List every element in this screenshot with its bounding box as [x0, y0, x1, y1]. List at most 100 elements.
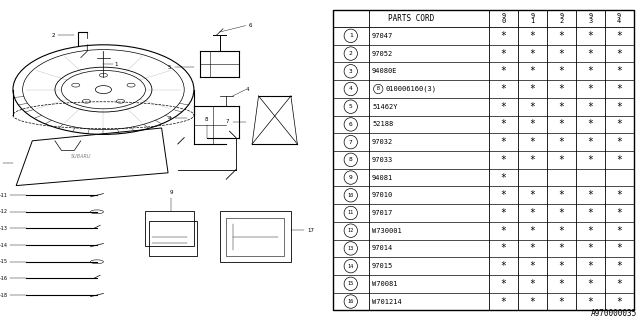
- Bar: [148, 221, 197, 256]
- Text: *: *: [588, 66, 593, 76]
- Text: *: *: [616, 31, 622, 41]
- Text: *: *: [530, 49, 536, 59]
- Text: 9: 9: [349, 175, 353, 180]
- Text: *: *: [530, 261, 536, 271]
- Text: 1: 1: [115, 61, 118, 67]
- Text: *: *: [559, 102, 564, 112]
- Text: *: *: [500, 208, 507, 218]
- Text: *: *: [530, 155, 536, 165]
- Text: *: *: [500, 66, 507, 76]
- Text: -11: -11: [0, 193, 8, 198]
- Text: *: *: [616, 226, 622, 236]
- Text: 9: 9: [502, 13, 506, 19]
- Text: *: *: [588, 155, 593, 165]
- Text: 9: 9: [617, 13, 621, 19]
- Text: *: *: [500, 261, 507, 271]
- Text: *: *: [588, 279, 593, 289]
- Text: *: *: [500, 155, 507, 165]
- Text: 2: 2: [51, 33, 55, 38]
- Text: 97017: 97017: [372, 210, 393, 216]
- Text: B: B: [377, 86, 380, 92]
- Text: 3: 3: [588, 19, 593, 24]
- Text: *: *: [588, 244, 593, 253]
- Text: *: *: [500, 49, 507, 59]
- Text: 12: 12: [348, 228, 354, 233]
- Text: *: *: [559, 49, 564, 59]
- Text: *: *: [530, 279, 536, 289]
- Text: *: *: [530, 226, 536, 236]
- Text: 97010: 97010: [372, 192, 393, 198]
- Text: 1: 1: [349, 33, 353, 38]
- Text: *: *: [588, 102, 593, 112]
- Text: 16: 16: [348, 299, 354, 304]
- Bar: [145, 211, 194, 246]
- Text: 11: 11: [348, 211, 354, 215]
- Text: 97033: 97033: [372, 157, 393, 163]
- Text: 010006160(3): 010006160(3): [385, 86, 436, 92]
- Text: *: *: [588, 226, 593, 236]
- Text: *: *: [559, 279, 564, 289]
- Text: 7: 7: [349, 140, 353, 145]
- Text: *: *: [500, 244, 507, 253]
- Text: 5: 5: [168, 65, 172, 70]
- Text: 94081: 94081: [372, 174, 393, 180]
- Text: 8: 8: [205, 116, 209, 122]
- Text: *: *: [559, 297, 564, 307]
- Text: 0: 0: [502, 19, 506, 24]
- Text: 5: 5: [349, 104, 353, 109]
- Text: 6: 6: [249, 23, 252, 28]
- Text: 10: 10: [348, 193, 354, 198]
- Text: 6: 6: [349, 122, 353, 127]
- Text: PARTS CORD: PARTS CORD: [388, 14, 434, 23]
- Text: -14: -14: [0, 243, 8, 248]
- Text: 97014: 97014: [372, 245, 393, 252]
- Text: 14: 14: [348, 264, 354, 268]
- Text: *: *: [588, 208, 593, 218]
- Text: *: *: [559, 226, 564, 236]
- Text: *: *: [530, 119, 536, 129]
- Text: *: *: [530, 297, 536, 307]
- Text: 97047: 97047: [372, 33, 393, 39]
- Text: *: *: [530, 244, 536, 253]
- Text: *: *: [588, 297, 593, 307]
- Text: *: *: [588, 84, 593, 94]
- Text: *: *: [530, 66, 536, 76]
- Text: A970000035: A970000035: [591, 309, 637, 318]
- Text: *: *: [500, 172, 507, 182]
- Text: *: *: [530, 102, 536, 112]
- Text: *: *: [500, 84, 507, 94]
- Text: *: *: [588, 119, 593, 129]
- Text: 97052: 97052: [372, 51, 393, 57]
- Text: 9: 9: [588, 13, 593, 19]
- Text: *: *: [559, 66, 564, 76]
- Text: *: *: [559, 137, 564, 147]
- Text: *: *: [559, 31, 564, 41]
- Bar: [220, 211, 291, 262]
- Text: 2: 2: [349, 51, 353, 56]
- Text: *: *: [500, 102, 507, 112]
- Text: *: *: [616, 137, 622, 147]
- Text: *: *: [588, 31, 593, 41]
- Text: 97015: 97015: [372, 263, 393, 269]
- Text: 4: 4: [349, 86, 353, 92]
- Text: *: *: [616, 84, 622, 94]
- Text: *: *: [616, 102, 622, 112]
- Text: 9: 9: [170, 190, 173, 195]
- Text: *: *: [616, 297, 622, 307]
- Text: 3: 3: [349, 69, 353, 74]
- Text: 7: 7: [226, 119, 230, 124]
- Text: *: *: [616, 208, 622, 218]
- Text: *: *: [500, 31, 507, 41]
- Text: *: *: [500, 297, 507, 307]
- Text: 51462Y: 51462Y: [372, 104, 397, 110]
- Text: *: *: [588, 190, 593, 200]
- Text: *: *: [559, 244, 564, 253]
- Text: 52188: 52188: [372, 121, 393, 127]
- Text: 97032: 97032: [372, 139, 393, 145]
- Text: 8: 8: [349, 157, 353, 162]
- Text: 9: 9: [559, 13, 564, 19]
- Text: *: *: [500, 137, 507, 147]
- Text: *: *: [500, 190, 507, 200]
- Text: *: *: [500, 119, 507, 129]
- Text: *: *: [530, 137, 536, 147]
